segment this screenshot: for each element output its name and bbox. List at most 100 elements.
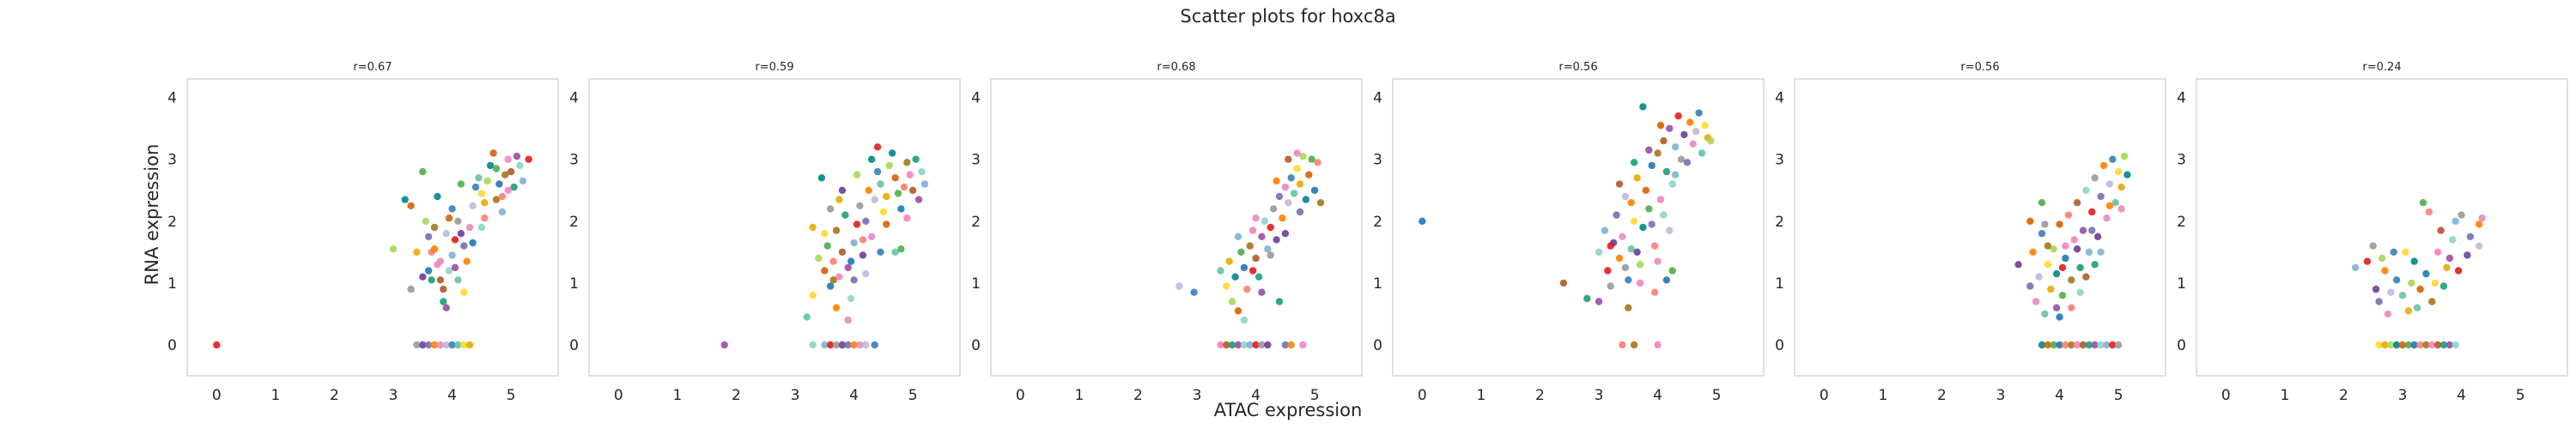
panel-4: r=0.56 0 1 2 3 4 5 0 1 2 3 4 — [1373, 61, 1765, 404]
data-point — [900, 183, 908, 191]
data-point — [2109, 155, 2117, 163]
data-point — [1217, 267, 1224, 275]
data-point — [483, 177, 491, 185]
data-point — [1695, 109, 1703, 117]
data-point — [903, 214, 911, 222]
data-point — [847, 257, 855, 265]
data-point — [885, 161, 893, 170]
data-point — [1281, 230, 1290, 238]
y-tick-label: 4 — [1373, 90, 1382, 107]
data-point — [2068, 341, 2075, 349]
data-point — [1654, 341, 1662, 349]
data-point — [850, 276, 858, 284]
data-point — [2475, 221, 2483, 228]
data-point — [460, 242, 468, 250]
data-point — [504, 155, 512, 163]
data-point — [2062, 254, 2069, 263]
data-point — [1217, 341, 1224, 349]
data-point — [2070, 236, 2078, 244]
panel-3: r=0.68 0 1 2 3 4 5 0 1 2 3 4 — [971, 61, 1363, 404]
data-point — [2079, 227, 2087, 234]
data-point — [1698, 149, 1706, 157]
x-tick-label: 0 — [212, 387, 222, 404]
data-point — [454, 276, 462, 284]
figure-xlabel: ATAC expression — [1214, 400, 1363, 420]
data-point — [2041, 221, 2049, 228]
data-point — [1255, 273, 1263, 281]
data-point — [2392, 341, 2401, 349]
data-point — [1299, 152, 1307, 160]
data-point — [826, 205, 835, 213]
data-point — [2451, 217, 2459, 225]
data-point — [1249, 267, 1257, 275]
data-point — [2422, 269, 2430, 278]
data-point — [832, 341, 841, 349]
data-point — [463, 257, 471, 265]
data-point — [2398, 292, 2407, 299]
data-point — [465, 223, 474, 232]
data-point — [481, 214, 489, 222]
data-point — [492, 165, 501, 172]
data-point — [838, 341, 847, 349]
data-point — [1648, 161, 1656, 170]
data-point — [1607, 242, 1614, 250]
data-point — [213, 341, 221, 349]
x-tick-label: 4 — [849, 387, 859, 404]
data-point — [1615, 254, 1624, 263]
data-point — [2410, 257, 2418, 265]
y-tick-label: 3 — [1373, 152, 1382, 169]
data-point — [2035, 273, 2043, 281]
data-point — [903, 159, 911, 166]
data-point — [888, 149, 896, 157]
data-point — [430, 245, 439, 253]
panel-2: r=0.59 0 1 2 3 4 5 0 1 2 3 4 — [569, 61, 961, 404]
data-point — [504, 186, 512, 194]
data-point — [1234, 341, 1242, 349]
x-tick-label: 3 — [2398, 387, 2408, 404]
x-tick-label: 4 — [1251, 387, 1261, 404]
data-point — [1287, 174, 1295, 182]
x-tick-label: 3 — [791, 387, 800, 404]
data-point — [2431, 279, 2439, 287]
data-point — [1302, 196, 1310, 203]
data-point — [897, 245, 905, 253]
data-point — [2451, 341, 2459, 349]
data-point — [1633, 248, 1641, 256]
data-point — [920, 180, 929, 188]
x-tick-label: 0 — [1016, 387, 1025, 404]
data-point — [2097, 192, 2105, 201]
data-point — [2466, 233, 2475, 240]
data-point — [873, 143, 882, 151]
data-point — [2413, 304, 2421, 311]
data-point — [906, 171, 914, 178]
x-tick-label: 1 — [270, 387, 280, 404]
x-tick-label: 0 — [1820, 387, 1829, 404]
y-tick-label: 2 — [1775, 214, 1784, 231]
y-tick-label: 3 — [1775, 152, 1784, 169]
data-point — [826, 282, 835, 290]
data-point — [803, 313, 811, 321]
data-point — [451, 236, 459, 244]
data-point — [2120, 152, 2129, 160]
data-point — [2369, 242, 2377, 250]
data-point — [424, 233, 433, 240]
data-point — [2056, 341, 2063, 349]
data-point — [891, 248, 899, 256]
data-point — [1237, 248, 1245, 256]
data-point — [2419, 199, 2427, 207]
data-point — [821, 267, 829, 275]
y-tick-label: 0 — [1373, 337, 1382, 354]
data-point — [2038, 341, 2046, 349]
data-point — [465, 341, 474, 349]
y-tick-label: 4 — [1775, 90, 1784, 107]
data-point — [1240, 341, 1249, 349]
data-point — [2464, 251, 2471, 259]
data-point — [2439, 282, 2448, 290]
axes-frame — [990, 78, 1363, 377]
data-point — [2404, 307, 2413, 315]
data-point — [2384, 310, 2392, 318]
data-point — [1281, 341, 1290, 349]
data-point — [1583, 294, 1591, 303]
data-point — [457, 230, 465, 238]
data-point — [2454, 267, 2463, 275]
